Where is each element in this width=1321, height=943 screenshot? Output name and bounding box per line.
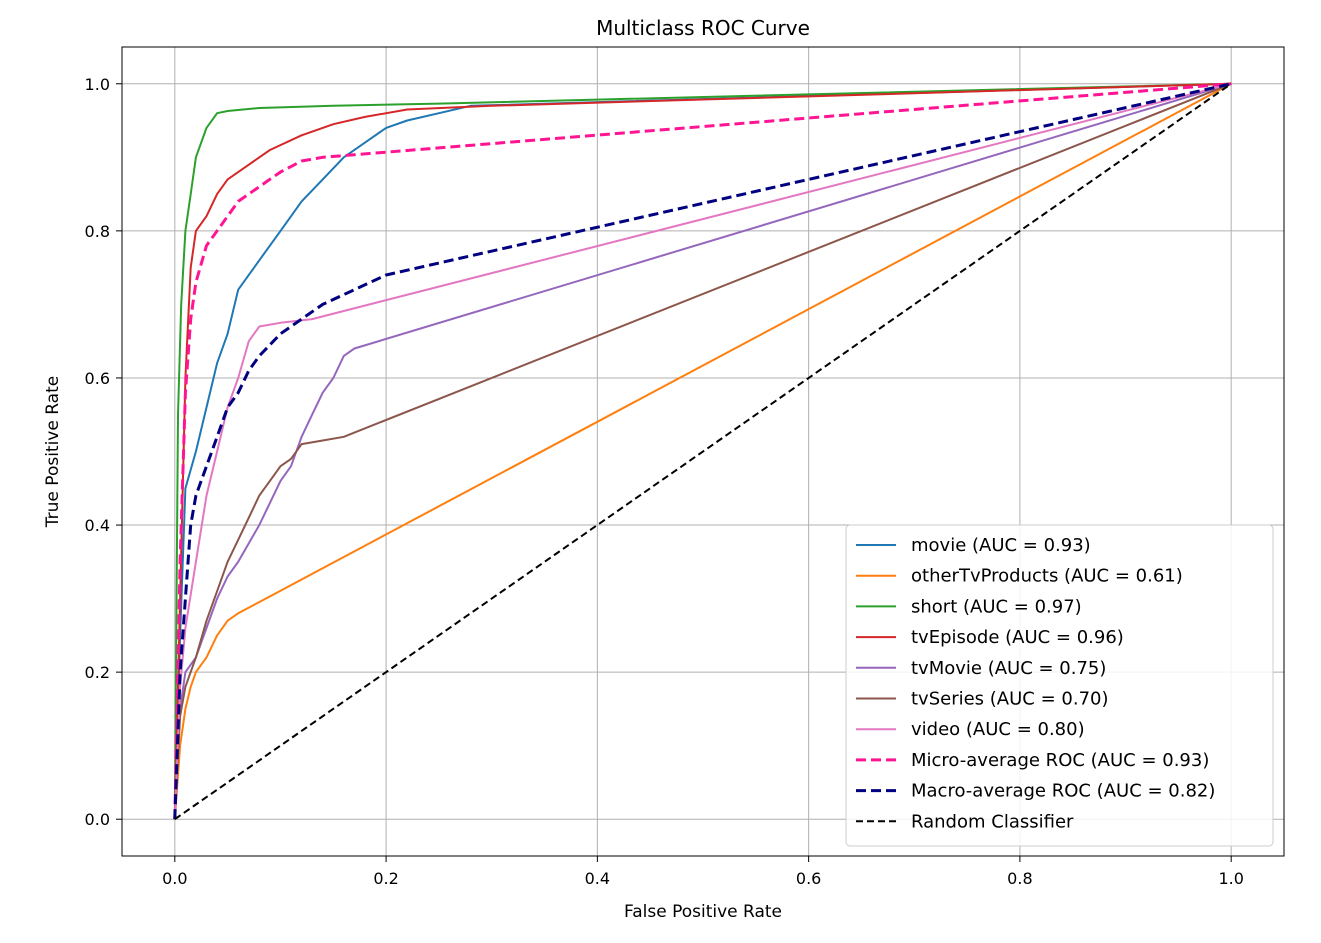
series-line-random-classifier: [174, 82, 1232, 821]
y-tick-label: 0.0: [85, 810, 110, 829]
legend: movie (AUC = 0.93) otherTvProducts (AUC =…: [845, 524, 1274, 847]
series-line-video: [173, 82, 1232, 820]
series-line-othertvproducts: [173, 82, 1232, 820]
legend-entry: otherTvProducts (AUC = 0.61): [911, 566, 1183, 587]
chart-title: Multiclass ROC Curve: [596, 16, 810, 40]
series-line-tvepisode: [173, 82, 1232, 820]
x-axis-label: False Positive Rate: [624, 902, 782, 922]
y-tick-label: 0.4: [85, 516, 110, 535]
legend-entry: tvSeries (AUC = 0.70): [911, 689, 1109, 710]
y-tick-label: 0.2: [85, 663, 110, 682]
series-line-movie: [173, 82, 1232, 820]
axis-ticks: 0.0 0.2 0.4 0.6 0.8 1.0 0.0 0.2 0.4 0.6 0.8 1.0: [85, 75, 1244, 888]
legend-entry: Macro-average ROC (AUC = 0.82): [911, 781, 1215, 802]
x-tick-label: 0.2: [373, 869, 398, 888]
x-tick-label: 0.6: [796, 869, 821, 888]
series-lines: [173, 82, 1232, 821]
series-line-micro-average-roc: [173, 82, 1232, 820]
y-tick-label: 0.6: [85, 369, 110, 388]
legend-entry: Random Classifier: [911, 811, 1074, 832]
legend-entry: short (AUC = 0.97): [911, 596, 1082, 617]
y-tick-label: 0.8: [85, 222, 110, 241]
x-tick-label: 1.0: [1218, 869, 1243, 888]
legend-entry: Micro-average ROC (AUC = 0.93): [911, 750, 1209, 771]
x-tick-label: 0.8: [1007, 869, 1032, 888]
legend-entry: tvEpisode (AUC = 0.96): [911, 627, 1124, 648]
legend-entry: video (AUC = 0.80): [911, 719, 1085, 740]
grid: [122, 47, 1284, 856]
x-tick-label: 0.0: [162, 869, 187, 888]
series-line-short: [173, 82, 1232, 820]
legend-box: [845, 524, 1274, 847]
series-line-macro-average-roc: [173, 82, 1232, 820]
y-axis-label: True Positive Rate: [43, 376, 63, 528]
y-tick-label: 1.0: [85, 75, 110, 94]
series-line-tvseries: [173, 82, 1232, 820]
legend-entry: movie (AUC = 0.93): [911, 535, 1091, 556]
legend-entry: tvMovie (AUC = 0.75): [911, 658, 1106, 679]
plot-frame: [121, 46, 1285, 857]
x-tick-label: 0.4: [585, 869, 610, 888]
